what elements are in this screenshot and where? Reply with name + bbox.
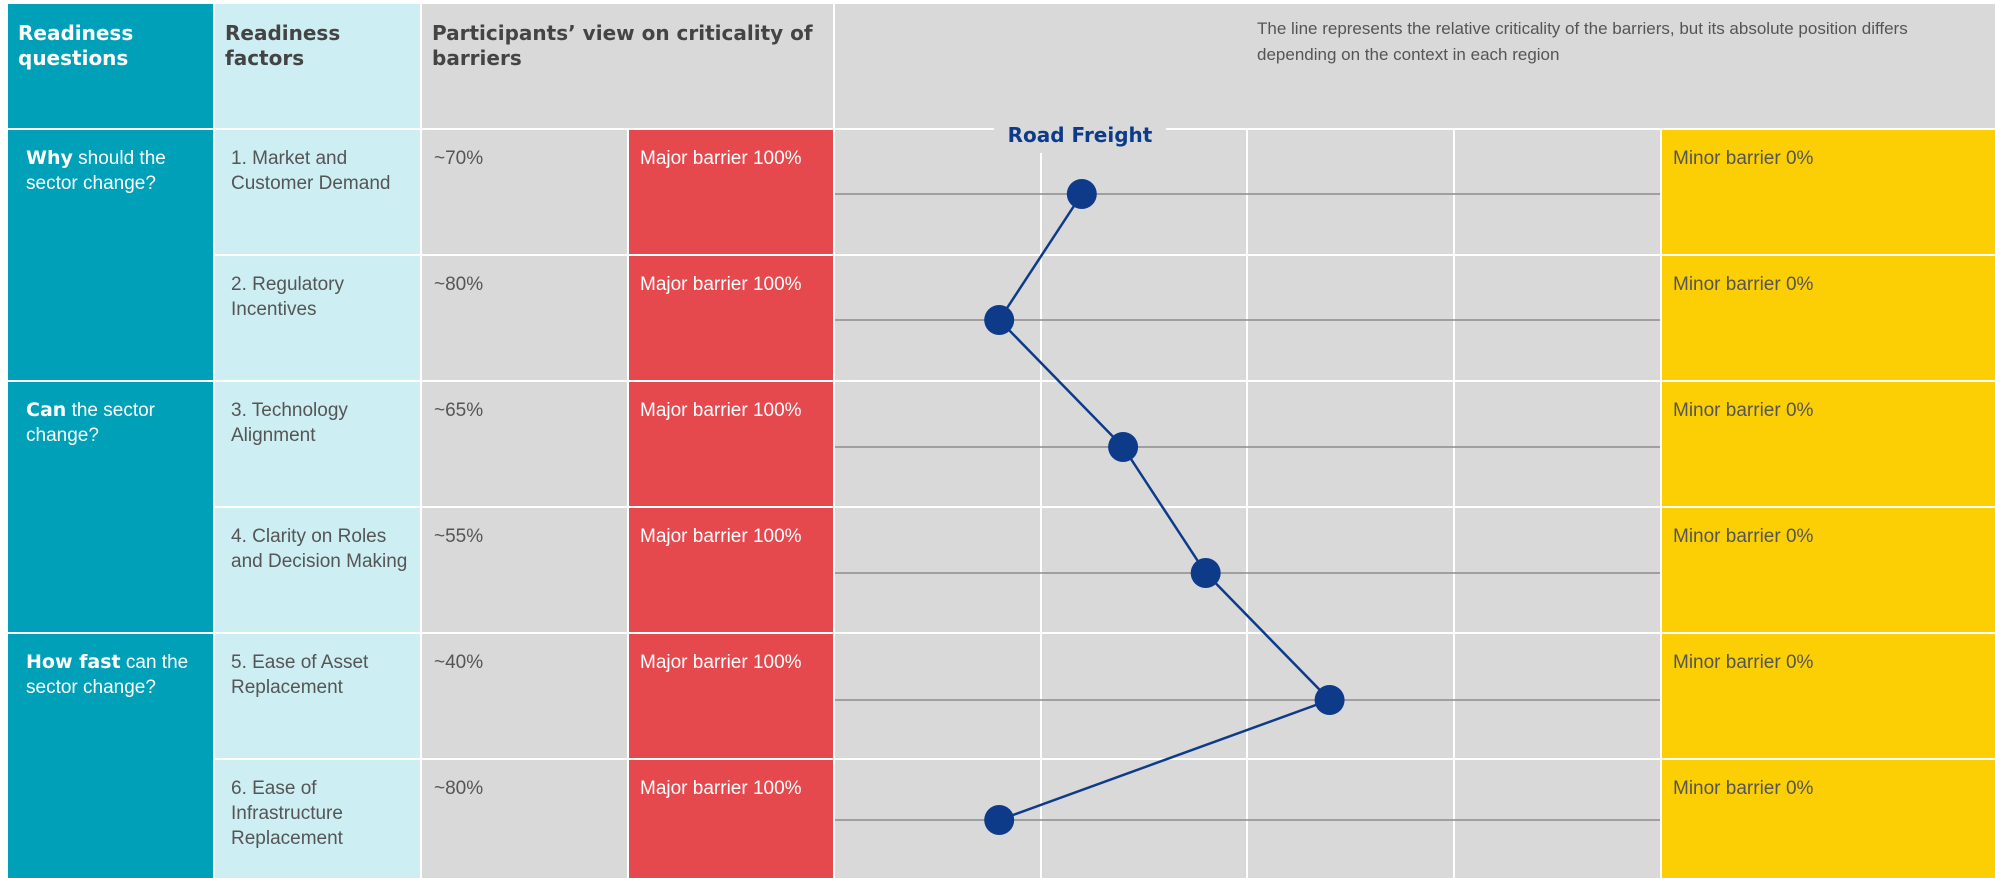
factor-percentage: ~70% [422,130,627,254]
question-can-rest: the sector change? [26,400,156,446]
question-can-keyword: Can [26,399,67,421]
factor-percentage: ~55% [422,508,627,632]
data-point-1 [1066,179,1097,209]
minor-barrier-label: Minor barrier 0% [1662,256,1995,380]
chart-note: The line represents the relative critica… [1257,19,1908,64]
series-line-road-freight [997,193,1332,822]
question-why: Why should the sector change? [8,130,213,380]
question-why-keyword: Why [26,147,73,169]
factor-label: 5. Ease of Asset Replacement [215,634,420,758]
series-label-road-freight: Road Freight [994,117,1166,153]
header-readiness-questions: Readiness questions [8,4,213,128]
data-point-5 [1314,685,1345,715]
minor-barrier-label: Minor barrier 0% [1662,634,1995,758]
data-point-3 [1108,432,1139,462]
factor-percentage: ~80% [422,760,627,878]
major-barrier-label: Major barrier 100% [629,634,833,758]
major-barrier-label: Major barrier 100% [629,256,833,380]
header-participants-view: Participants’ view on criticality of bar… [422,4,833,128]
question-how-fast-keyword: How fast [26,651,121,673]
minor-barrier-label: Minor barrier 0% [1662,508,1995,632]
question-why-rest: should the sector change? [26,148,166,194]
major-barrier-label: Major barrier 100% [629,508,833,632]
factor-label: 1. Market and Customer Demand [215,130,420,254]
factor-label: 4. Clarity on Roles and Decision Making [215,508,420,632]
data-point-2 [984,305,1015,335]
factor-percentage: ~80% [422,256,627,380]
major-barrier-label: Major barrier 100% [629,760,833,878]
factor-label: 6. Ease of Infrastructure Replacement [215,760,420,878]
factor-percentage: ~40% [422,634,627,758]
data-point-4 [1190,558,1221,588]
major-barrier-label: Major barrier 100% [629,130,833,254]
minor-barrier-label: Minor barrier 0% [1662,382,1995,506]
header-readiness-factors: Readiness factors [215,4,420,128]
question-how-fast: How fast can the sector change? [8,634,213,878]
factor-label: 2. Regulatory Incentives [215,256,420,380]
major-barrier-label: Major barrier 100% [629,382,833,506]
factor-percentage: ~65% [422,382,627,506]
question-can: Can the sector change? [8,382,213,632]
header-note-area: The line represents the relative critica… [835,4,1995,128]
minor-barrier-label: Minor barrier 0% [1662,760,1995,878]
minor-barrier-label: Minor barrier 0% [1662,130,1995,254]
factor-label: 3. Technology Alignment [215,382,420,506]
data-point-6 [984,805,1015,835]
question-how-fast-rest: can the sector change? [26,652,189,698]
